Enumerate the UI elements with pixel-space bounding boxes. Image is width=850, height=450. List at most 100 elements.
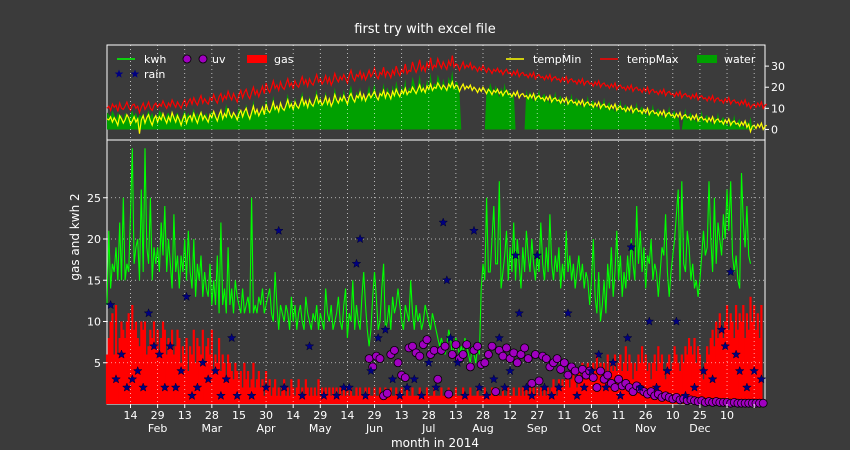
gas-bar bbox=[689, 346, 692, 404]
gas-bar bbox=[295, 387, 298, 404]
rain-point bbox=[734, 365, 745, 376]
x-tick-day-label: 29 bbox=[313, 409, 327, 422]
gas-bar bbox=[183, 354, 186, 404]
x-tick-day-label: 30 bbox=[259, 409, 273, 422]
gas-bar bbox=[443, 395, 447, 404]
x-tick-day-label: 14 bbox=[340, 409, 354, 422]
rain-point bbox=[261, 382, 272, 392]
gas-bar bbox=[284, 395, 288, 404]
gas-bar bbox=[196, 338, 199, 404]
gas-bar bbox=[239, 371, 242, 404]
gas-bar bbox=[523, 395, 526, 404]
rain-point bbox=[514, 308, 525, 318]
gas-bar bbox=[275, 395, 279, 404]
gas-bar bbox=[158, 354, 161, 404]
x-tick-day-label: 29 bbox=[151, 409, 165, 422]
gas-bar bbox=[190, 354, 194, 404]
rain-point bbox=[365, 365, 376, 376]
uv-point bbox=[364, 354, 374, 364]
gas-bar bbox=[691, 354, 694, 404]
x-tick-day-label: 11 bbox=[557, 409, 571, 422]
gas-bar bbox=[349, 387, 353, 404]
legend-rain-swatch bbox=[114, 69, 124, 78]
gas-bar bbox=[445, 395, 448, 404]
gas-bar bbox=[230, 371, 233, 404]
gas-bar bbox=[221, 354, 224, 404]
gas-bar bbox=[311, 395, 315, 404]
gas-bar bbox=[509, 395, 512, 404]
rain-point bbox=[741, 382, 752, 392]
gas-bar bbox=[165, 354, 168, 404]
rain-point bbox=[644, 316, 655, 326]
gas-bar bbox=[521, 387, 524, 404]
gas-bar bbox=[458, 395, 461, 404]
gas-bar bbox=[263, 395, 266, 404]
uv-point bbox=[390, 345, 399, 355]
rain-point bbox=[431, 382, 441, 392]
gas-bar bbox=[541, 395, 544, 404]
x-tick-day-label: 13 bbox=[178, 409, 192, 422]
rain-point bbox=[720, 341, 731, 351]
gas-bar bbox=[725, 305, 729, 404]
gas-bar bbox=[539, 387, 542, 404]
rain-point bbox=[579, 382, 590, 392]
rain-point bbox=[373, 332, 384, 343]
gas-bar bbox=[700, 371, 703, 404]
gas-bar bbox=[706, 346, 709, 404]
gas-bar bbox=[657, 346, 660, 404]
rain-point bbox=[526, 390, 537, 400]
gas-bar bbox=[753, 305, 756, 404]
gas-bar bbox=[713, 346, 716, 404]
gas-bar bbox=[277, 387, 280, 404]
uv-point bbox=[498, 351, 508, 361]
gas-bar bbox=[167, 338, 170, 404]
gas-bar bbox=[366, 395, 369, 404]
gas-bar bbox=[436, 395, 439, 404]
uv-point bbox=[429, 345, 439, 355]
legend-tempMax-label: tempMax bbox=[627, 53, 679, 66]
gas-bar bbox=[494, 395, 497, 404]
gas-bar bbox=[481, 395, 485, 404]
rain-point bbox=[510, 250, 521, 260]
gas-bar bbox=[297, 379, 300, 404]
gas-bar bbox=[375, 395, 378, 404]
top-panel: 0 10 20 30 bbox=[106, 44, 785, 141]
gas-bar bbox=[563, 387, 566, 404]
rain-point bbox=[600, 382, 611, 392]
uv-point bbox=[570, 366, 580, 376]
gas-bar bbox=[123, 338, 127, 404]
gas-bar bbox=[254, 387, 257, 404]
rain-point bbox=[170, 382, 181, 392]
x-tick-day-label: 26 bbox=[639, 409, 653, 422]
gas-bar bbox=[686, 354, 689, 404]
uv-points bbox=[364, 335, 768, 408]
x-tick-day-label: 13 bbox=[449, 409, 463, 422]
gas-bar bbox=[704, 362, 707, 404]
gas-bar bbox=[754, 329, 758, 404]
gas-bar bbox=[174, 346, 177, 404]
gas-bar bbox=[176, 329, 179, 404]
gas-bar bbox=[405, 387, 409, 404]
gas-bar bbox=[328, 387, 331, 404]
gas-bar bbox=[557, 379, 561, 404]
chart-title: first try with excel file bbox=[354, 22, 495, 37]
uv-point bbox=[588, 373, 598, 383]
gas-bar bbox=[709, 338, 712, 404]
gas-bar bbox=[371, 395, 374, 404]
gas-bar bbox=[214, 354, 217, 404]
x-tick-month-label: Dec bbox=[689, 422, 710, 435]
gas-bar bbox=[749, 296, 752, 404]
rain-point bbox=[318, 390, 329, 400]
rain-point bbox=[176, 365, 187, 376]
gas-bar bbox=[424, 395, 427, 404]
uv-point bbox=[382, 388, 392, 398]
legend-tempMin-label: tempMin bbox=[533, 53, 581, 66]
rain-point bbox=[409, 374, 420, 384]
gas-bar bbox=[217, 338, 221, 404]
uv-point bbox=[610, 383, 620, 392]
rain-point bbox=[416, 390, 427, 400]
x-tick-day-label: 26 bbox=[584, 409, 598, 422]
gas-bar bbox=[194, 362, 197, 404]
gas-bar bbox=[201, 329, 204, 404]
gas-bar bbox=[125, 321, 128, 404]
